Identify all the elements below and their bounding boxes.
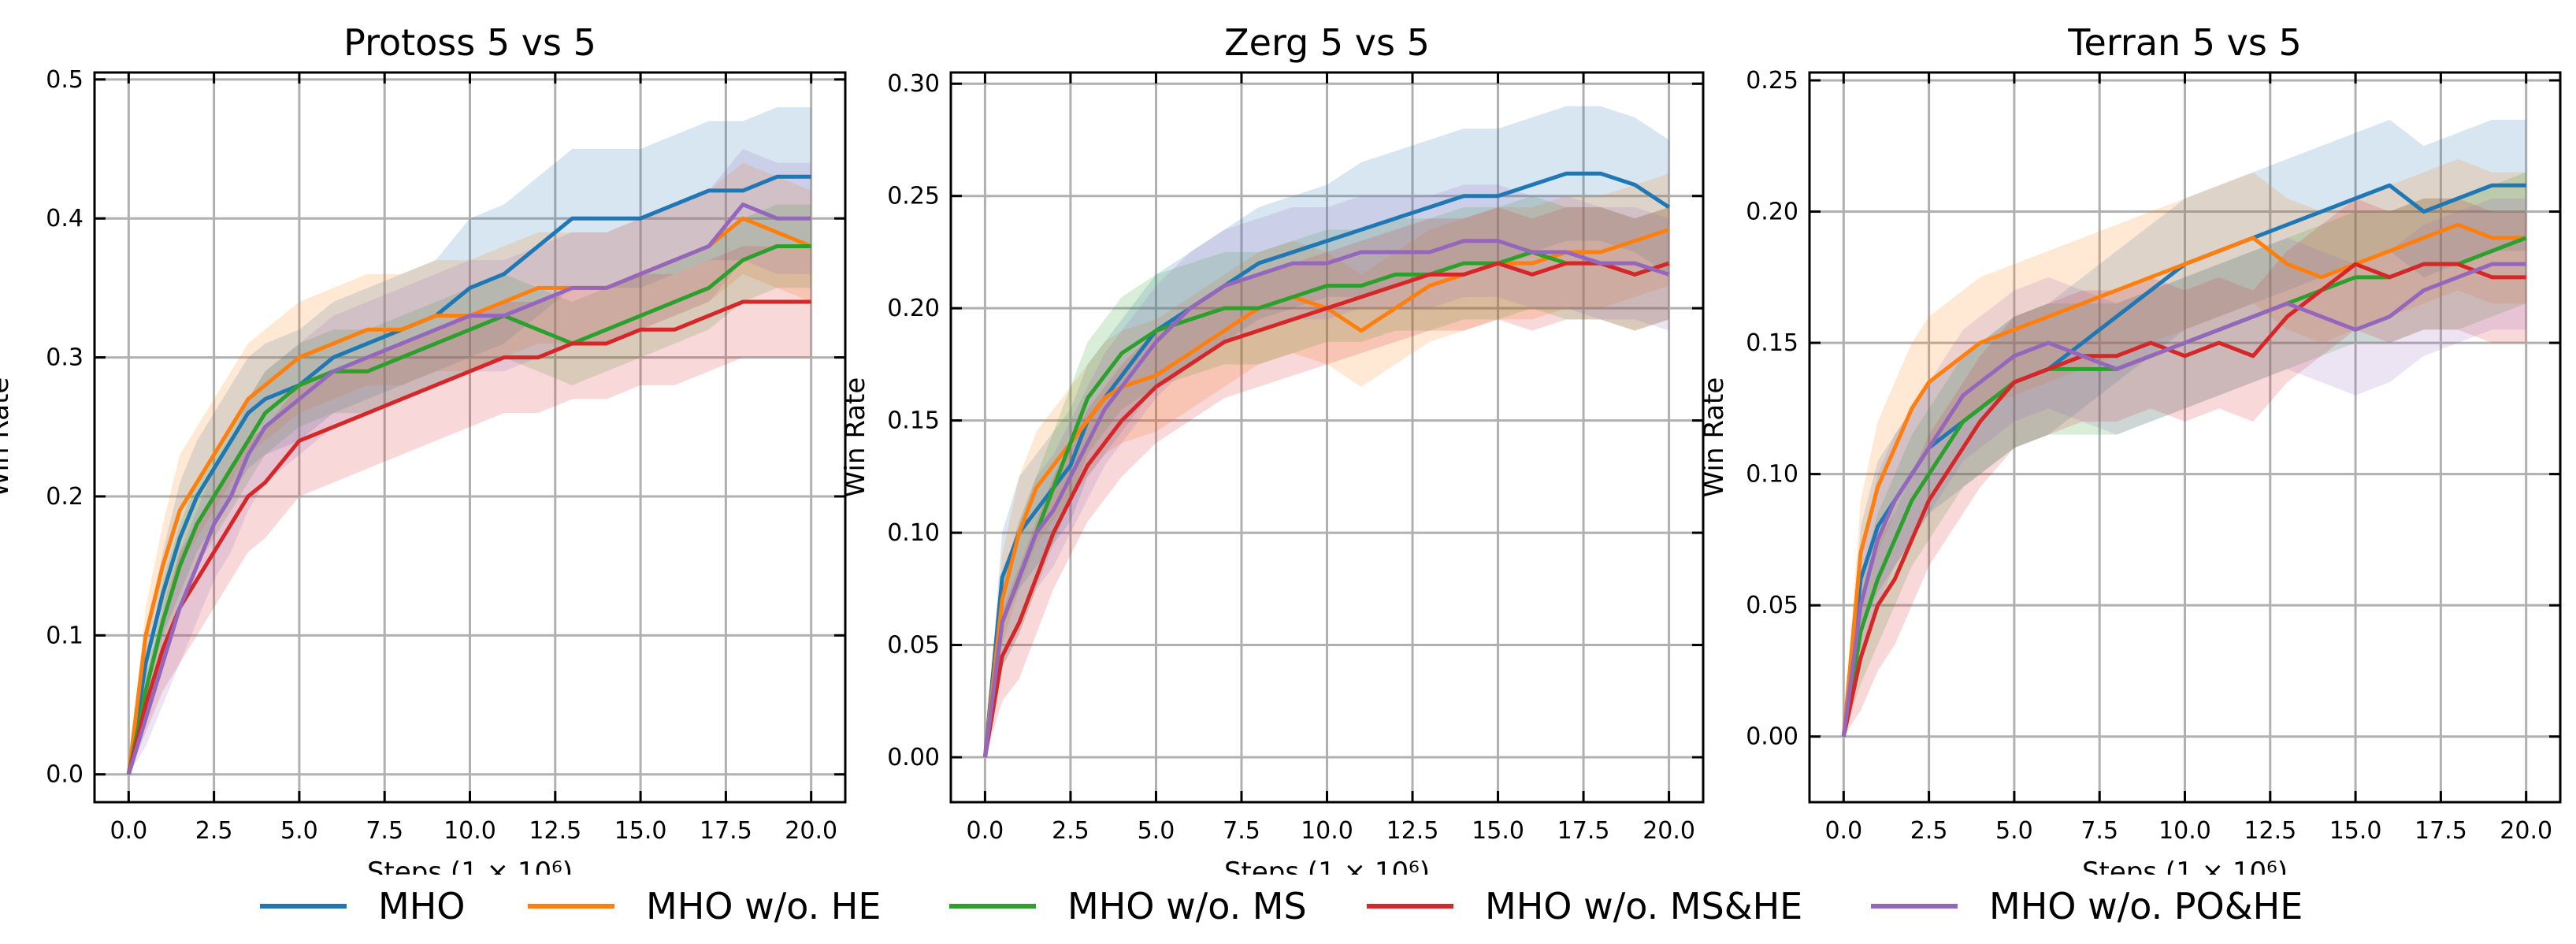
x-tick-label: 12.5 xyxy=(1386,817,1439,845)
legend-label-2: MHO w/o. MS xyxy=(1067,885,1307,927)
y-tick-label: 0.10 xyxy=(887,519,940,547)
x-tick-label: 15.0 xyxy=(2329,817,2382,845)
y-tick-label: 0.0 xyxy=(46,761,84,789)
band-0-2 xyxy=(128,204,811,775)
series-line-0-4 xyxy=(126,203,811,775)
legend-item-4: MHO w/o. PO&HE xyxy=(1871,883,2303,930)
legend-swatch-2 xyxy=(949,904,1036,909)
x-tick-label: 20.0 xyxy=(785,817,837,845)
x-tick-label: 5.0 xyxy=(1995,817,2033,845)
y-axis-label: Win Rate xyxy=(1698,377,1730,498)
x-tick-label: 12.5 xyxy=(2244,817,2296,845)
y-tick-label: 0.3 xyxy=(46,344,84,372)
subplot-title: Terran 5 vs 5 xyxy=(2067,21,2302,64)
x-tick-label: 15.0 xyxy=(1472,817,1524,845)
subplot-title: Protoss 5 vs 5 xyxy=(343,21,596,64)
x-tick-label: 0.0 xyxy=(109,817,147,845)
x-tick-label: 5.0 xyxy=(280,817,318,845)
series-line-2-1 xyxy=(1841,222,2526,737)
chart-canvas: 0.0 2.5 5.0 7.5 10.0 12.5 15.0 17.5 20.0 0.0 0.1 0.… xyxy=(0,21,2562,888)
legend-item-1: MHO w/o. HE xyxy=(528,883,881,930)
x-tick-label: 2.5 xyxy=(195,817,233,845)
x-tick-label: 0.0 xyxy=(967,817,1004,845)
x-tick-label: 7.5 xyxy=(366,817,403,845)
x-tick-label: 2.5 xyxy=(1052,817,1089,845)
y-axis-label: Win Rate xyxy=(840,377,871,498)
legend-swatch-3 xyxy=(1367,904,1453,909)
x-axis-label: Steps (1 × 10⁶) xyxy=(2082,857,2288,875)
y-tick-label: 0.15 xyxy=(887,407,940,435)
x-tick-label: 17.5 xyxy=(1557,817,1610,845)
x-tick-label: 12.5 xyxy=(529,817,581,845)
band-1-1 xyxy=(985,173,1669,758)
y-tick-label: 0.00 xyxy=(1746,723,1798,751)
band-1-0 xyxy=(985,106,1669,758)
legend-swatch-0 xyxy=(260,904,347,909)
x-tick-label: 0.0 xyxy=(1824,817,1862,845)
band-1-2 xyxy=(985,195,1669,758)
legend-label-4: MHO w/o. PO&HE xyxy=(1989,885,2303,927)
x-tick-label: 20.0 xyxy=(2500,817,2552,845)
legend-swatch-1 xyxy=(528,904,614,909)
series-line-2-3 xyxy=(1841,262,2526,738)
x-tick-label: 15.0 xyxy=(614,817,667,845)
y-tick-label: 0.20 xyxy=(1746,199,1798,226)
subplot-1: 0.0 2.5 5.0 7.5 10.0 12.5 15.0 17.5 20.0 0.00 0.05… xyxy=(840,21,1705,888)
y-tick-label: 0.4 xyxy=(46,205,84,232)
band-0-4 xyxy=(128,149,811,775)
y-tick-label: 0.25 xyxy=(1746,67,1798,95)
series-line-0-3 xyxy=(126,299,811,775)
band-2-2 xyxy=(1843,172,2526,737)
y-tick-label: 0.1 xyxy=(46,622,84,649)
x-tick-label: 10.0 xyxy=(2158,817,2211,845)
y-tick-label: 0.00 xyxy=(887,744,940,771)
legend-swatch-4 xyxy=(1871,904,1958,909)
subplot-2: 0.0 2.5 5.0 7.5 10.0 12.5 15.0 17.5 20.0 0.00 0.05… xyxy=(1698,21,2562,888)
x-axis-label: Steps (1 × 10⁶) xyxy=(367,857,573,875)
x-tick-label: 7.5 xyxy=(2080,817,2118,845)
x-axis-label: Steps (1 × 10⁶) xyxy=(1224,857,1430,875)
legend-label-0: MHO xyxy=(378,885,466,927)
band-2-0 xyxy=(1843,119,2526,737)
y-tick-label: 0.25 xyxy=(887,183,940,210)
y-tick-label: 0.2 xyxy=(46,483,84,511)
band-1-4 xyxy=(985,184,1669,758)
band-2-1 xyxy=(1843,158,2526,737)
series-line-2-4 xyxy=(1841,262,2526,738)
legend-label-1: MHO w/o. HE xyxy=(646,885,882,927)
x-tick-label: 20.0 xyxy=(1642,817,1695,845)
y-tick-label: 0.5 xyxy=(46,66,84,94)
legend-item-0: MHO xyxy=(260,883,466,930)
series-line-0-2 xyxy=(126,243,811,775)
subplot-title: Zerg 5 vs 5 xyxy=(1224,21,1430,64)
y-tick-label: 0.15 xyxy=(1746,329,1798,357)
y-axis-label: Win Rate xyxy=(0,377,15,498)
y-tick-label: 0.30 xyxy=(887,70,940,98)
x-tick-label: 17.5 xyxy=(700,817,752,845)
x-tick-label: 2.5 xyxy=(1910,817,1948,845)
y-tick-label: 0.05 xyxy=(1746,592,1798,619)
series-line-1-4 xyxy=(982,239,1670,758)
legend-item-3: MHO w/o. MS&HE xyxy=(1367,883,1802,930)
subplot-0: 0.0 2.5 5.0 7.5 10.0 12.5 15.0 17.5 20.0 0.0 0.1 0.… xyxy=(0,21,847,888)
band-2-4 xyxy=(1843,198,2526,737)
legend-label-3: MHO w/o. MS&HE xyxy=(1485,885,1803,927)
x-tick-label: 5.0 xyxy=(1138,817,1175,845)
series-line-1-3 xyxy=(982,261,1670,758)
x-tick-label: 7.5 xyxy=(1223,817,1260,845)
x-tick-label: 10.0 xyxy=(1301,817,1353,845)
y-tick-label: 0.20 xyxy=(887,295,940,322)
band-2-3 xyxy=(1843,198,2526,737)
band-0-3 xyxy=(128,246,811,775)
legend-item-2: MHO w/o. MS xyxy=(949,883,1307,930)
x-tick-label: 10.0 xyxy=(444,817,496,845)
y-tick-label: 0.05 xyxy=(887,632,940,660)
legend: MHO MHO w/o. HE MHO w/o. MS MHO w/o. MS&… xyxy=(0,883,2576,930)
y-tick-label: 0.10 xyxy=(1746,461,1798,489)
x-tick-label: 17.5 xyxy=(2415,817,2467,845)
